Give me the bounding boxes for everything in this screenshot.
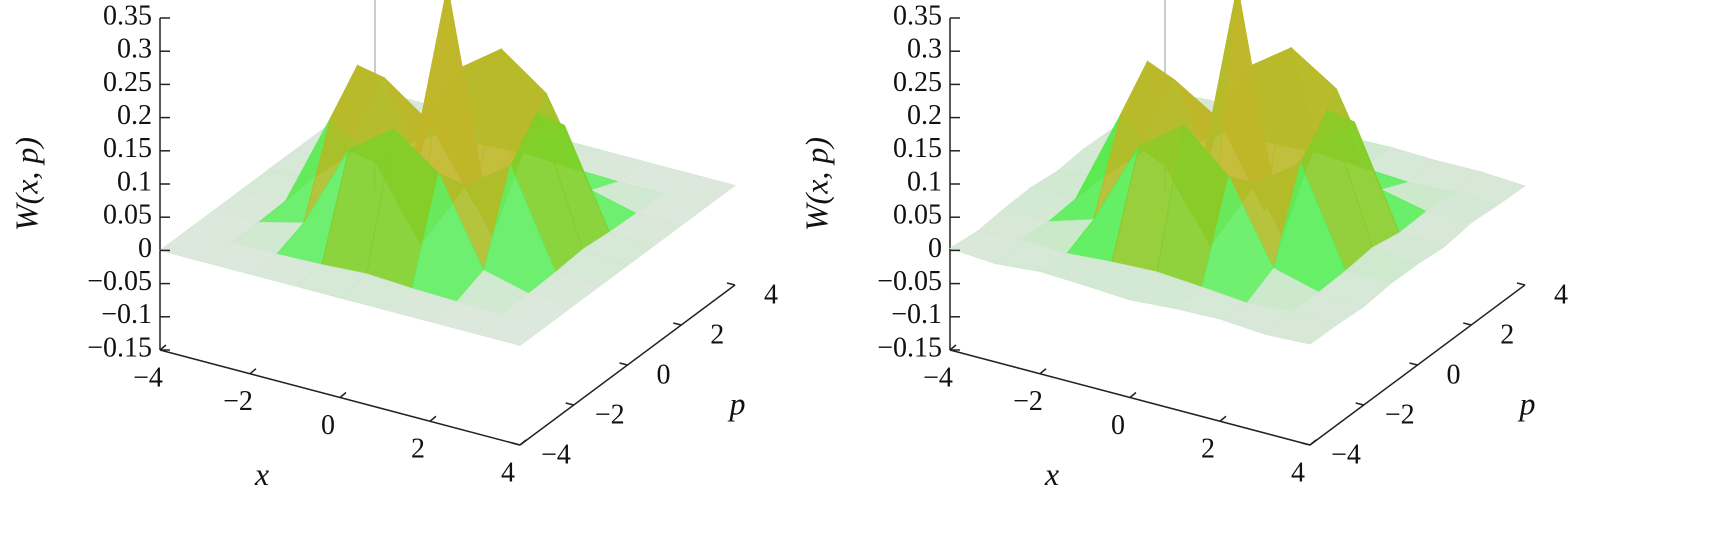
p-tick-label: 2 [1500,319,1514,350]
z-tick-label: 0.15 [103,133,152,164]
x-tick [1129,391,1137,399]
x-tick-label: −4 [923,362,953,393]
x-tick-label: 2 [1201,434,1215,465]
p-axis-label: p [1518,385,1536,421]
x-tick-label: 4 [501,457,515,488]
surface-cell [1264,311,1338,345]
z-tick-label: 0.25 [103,67,152,98]
p-tick [511,442,521,446]
z-tick-label: −0.05 [877,266,942,297]
p-tick-label: 0 [657,359,671,390]
p-tick [726,282,736,286]
p-tick-label: −2 [1385,399,1415,430]
x-tick-label: −2 [1013,386,1043,417]
x-axis-label: x [254,456,269,492]
x-tick [159,344,167,351]
z-tick-label: 0.05 [103,200,152,231]
x-axis-label: x [1044,456,1059,492]
x-tick [1309,439,1317,446]
p-tick [1301,442,1311,446]
p-tick [1463,322,1472,326]
z-tick-label: 0.1 [907,166,942,197]
x-tick [519,439,527,446]
x-tick [339,391,347,399]
x-tick [249,368,257,375]
x-tick-label: 2 [411,434,425,465]
x-tick-label: 0 [321,410,335,441]
z-tick-label: −0.05 [87,266,152,297]
p-tick-label: −2 [595,399,625,430]
z-tick-label: 0.3 [907,34,942,65]
p-tick-label: 2 [710,319,724,350]
z-tick-label: 0 [928,233,942,264]
surface-cell [474,313,548,346]
z-tick-label: 0.1 [117,166,152,197]
p-tick [1516,282,1526,286]
p-tick-label: −4 [541,439,571,470]
z-tick-label: −0.1 [891,299,942,330]
x-tick-label: −2 [223,386,253,417]
z-tick-label: −0.1 [101,299,152,330]
p-axis-label: p [728,385,746,421]
p-tick [619,362,628,366]
z-tick-label: −0.15 [87,332,152,363]
z-tick-label: 0.2 [117,100,152,131]
p-tick [1409,362,1418,366]
x-tick [1039,368,1047,375]
x-tick-label: 4 [1291,457,1305,488]
z-tick-label: −0.15 [877,332,942,363]
x-tick [949,344,957,351]
z-tick-label: 0.15 [893,133,942,164]
p-tick-label: −4 [1331,439,1361,470]
x-tick [429,415,437,422]
z-tick-label: 0 [138,233,152,264]
p-tick-label: 4 [764,279,778,310]
z-tick-label: 0.35 [103,0,152,31]
z-tick-label: 0.25 [893,67,942,98]
z-tick-label: 0.35 [893,0,942,31]
z-tick-label: 0.2 [907,100,942,131]
x-tick [1219,415,1227,422]
p-tick-label: 4 [1554,279,1568,310]
p-tick-label: 0 [1447,359,1461,390]
z-axis-label: W(x, p) [8,137,44,231]
z-tick-label: 0.05 [893,200,942,231]
x-tick-label: 0 [1111,410,1125,441]
p-tick [673,322,682,326]
p-tick [565,402,574,406]
z-tick-label: 0.3 [117,34,152,65]
p-tick [1355,402,1364,406]
x-tick-label: −4 [133,362,163,393]
z-axis-label: W(x, p) [798,137,834,231]
